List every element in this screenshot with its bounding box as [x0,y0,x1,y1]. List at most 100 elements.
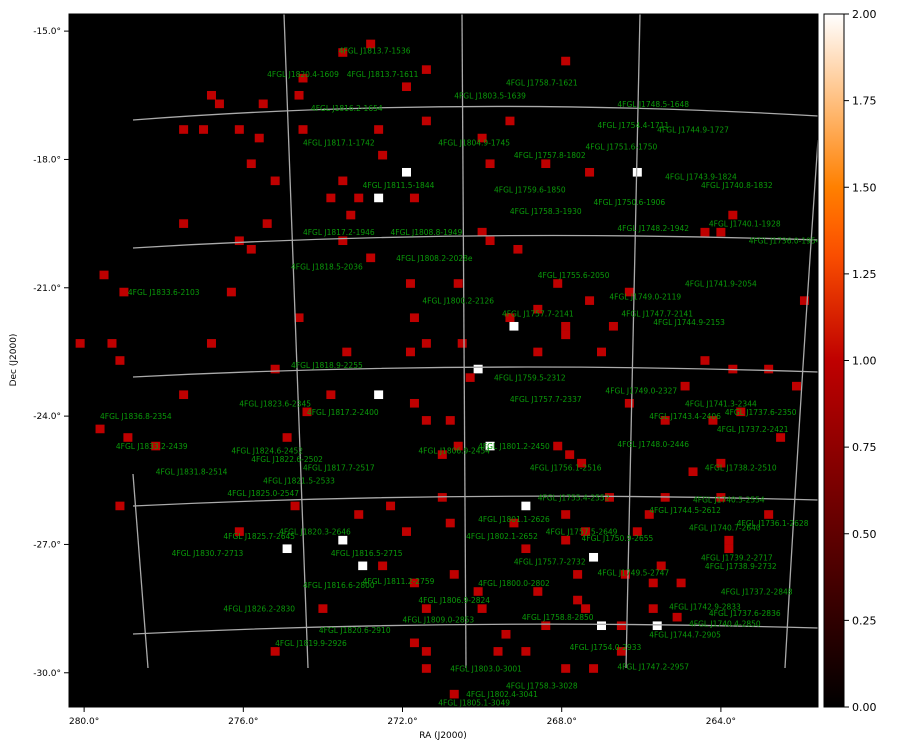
source-label: 4FGL J1803.5-1639 [454,91,526,100]
source-label: 4FGL J1825.7-2645 [223,532,295,541]
source-label: 4FGL J1758.3-3028 [506,682,578,691]
source-label: 4FGL J1809.0-2853 [402,615,474,624]
sky-pixel [107,339,117,348]
sky-pixel [115,356,125,365]
source-label: 4FGL J1817.1-1742 [303,138,375,147]
source-label: 4FGL J1757.5-2649 [546,528,618,537]
grid-curve [625,14,641,669]
axes: 280.0° 276.0° 272.0° 268.0° 264.0° -15.0° -18.… [33,8,876,727]
sky-pixel [632,527,642,536]
sky-pixel [776,433,786,442]
sky-pixel [724,544,734,554]
sky-pixel [672,612,682,622]
sky-pixel [206,339,216,348]
plot-area [69,14,818,707]
sky-pixel [676,578,686,588]
sky-pixel [374,125,384,134]
sky-pixel [290,501,300,511]
sky-pixel [533,347,543,357]
source-label: 4FGL J1759.5-2312 [494,374,566,383]
source-label: 4FGL J1744.7-2905 [649,630,721,639]
sky-pixel [405,347,415,357]
sky-pixel [346,210,356,220]
colorbar-tick-label: 0.75 [852,441,877,454]
sky-pixel [234,527,244,536]
colorbar-tick-label: 1.00 [852,355,877,368]
sky-pixel [541,159,551,169]
x-tick-label: 280.0° [69,717,99,727]
grid-curve [461,14,467,669]
sky-pixel [409,398,419,408]
sky-pixel [0,0,9,9]
source-label: 4FGL J1737.6-2350 [725,408,797,417]
source-label: 4FGL J1748.2-1942 [617,224,689,233]
sky-pixel [620,570,630,579]
sky-pixel [632,167,642,177]
sky-pixel [179,390,189,400]
sky-pixel [596,347,606,357]
source-label: 4FGL J1817.7-2517 [303,463,375,472]
sky-pixel [521,501,531,511]
source-label: 4FGL J1743.9-1824 [665,173,737,182]
source-label: 4FGL J1754.4-1711 [597,121,669,130]
source-label: 4FGL J1802.1-2652 [466,532,538,541]
sky-pixel [179,125,189,134]
sky-pixel [596,621,606,631]
sky-pixel [358,561,368,571]
pixel-layer [0,0,809,699]
source-label: 4FGL J1757.7-2141 [502,309,574,318]
sky-pixel [445,416,455,425]
plot-frame [68,13,819,708]
sky-pixel [533,304,543,314]
source-label: 4FGL J1816.5-2715 [331,549,403,558]
sky-pixel [581,604,591,613]
sky-pixel [585,167,595,177]
sky-pixel [421,664,431,673]
source-label: 4FGL J1758.8-2850 [522,613,594,622]
sky-pixel [318,604,328,613]
source-label: 4FGL J1800.0-2802 [478,579,550,588]
sky-pixel [206,90,216,100]
source-label: 4FGL J1801.1-2626 [478,515,550,524]
sky-pixel [338,535,348,545]
y-tick-label: -18.0° [33,155,61,165]
sky-pixel [700,227,710,237]
grid-curve [132,234,818,249]
source-label: 4FGL J1748.0-2446 [617,440,689,449]
sky-pixel [449,570,459,579]
source-label: 4FGL J1808.2-2028e [396,254,473,263]
sky-pixel [374,193,384,203]
source-label: 4FGL J1803.0-3001 [450,665,522,674]
sky-pixel [465,373,475,382]
sky-pixel [716,227,726,237]
source-label: 4FGL J1754.0-2933 [570,643,642,652]
sky-pixel [585,296,595,305]
sky-pixel [326,193,336,203]
sky-pixel [270,364,280,374]
colorbar-tick-label: 1.25 [852,268,877,281]
source-label: 4FGL J1820.6-2910 [319,626,391,635]
sky-pixel [445,518,455,528]
sky-pixel [660,416,670,425]
sky-pixel [604,493,614,502]
grid-curve [132,473,149,669]
sky-pixel [226,287,236,297]
x-tick-label: 276.0° [228,717,258,727]
sky-pixel [401,82,411,92]
sky-pixel [589,664,599,673]
source-label: 4FGL J1830.7-2713 [172,549,244,558]
sky-pixel [652,621,662,631]
source-label: 4FGL J1818.9-2255 [291,361,363,370]
sky-pixel [421,65,431,74]
sky-pixel [728,210,738,220]
source-label: 4FGL J1755.4-2552 [538,493,610,502]
sky-pixel [338,48,348,57]
sky-pixel [270,176,280,186]
source-label: 4FGL J1820.3-2646 [279,528,351,537]
source-label: 4FGL J1743.4-2406 [649,412,721,421]
y-tick-label: -30.0° [33,669,61,679]
sky-pixel [421,647,431,656]
source-label: 4FGL J1757.7-2732 [514,558,586,567]
sky-pixel [565,450,575,459]
sky-pixel [573,595,583,605]
